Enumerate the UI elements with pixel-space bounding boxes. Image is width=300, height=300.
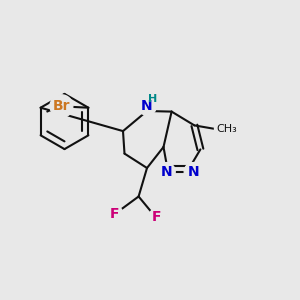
Text: N: N: [140, 99, 152, 112]
Text: F: F: [110, 207, 120, 220]
Text: Br: Br: [53, 99, 70, 113]
Text: F: F: [152, 210, 161, 224]
Circle shape: [157, 163, 175, 181]
Text: N: N: [160, 165, 172, 178]
Circle shape: [137, 96, 157, 115]
Circle shape: [149, 209, 164, 224]
Circle shape: [184, 163, 202, 181]
Text: H: H: [148, 94, 157, 104]
Circle shape: [214, 117, 239, 141]
Circle shape: [50, 95, 73, 118]
Circle shape: [107, 206, 123, 221]
Text: N: N: [188, 165, 199, 178]
Text: CH₃: CH₃: [216, 124, 237, 134]
